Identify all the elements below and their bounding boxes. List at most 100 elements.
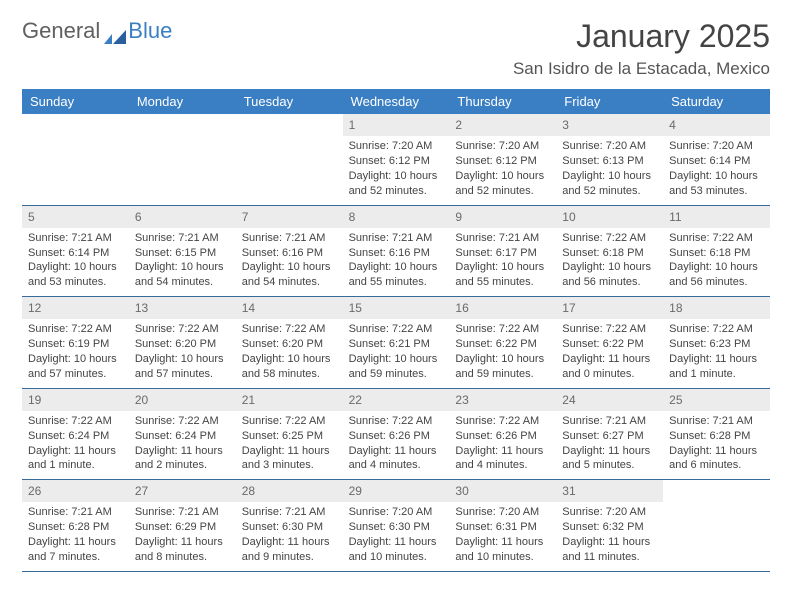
calendar-cell: 13Sunrise: 7:22 AMSunset: 6:20 PMDayligh… [129,297,236,388]
calendar-day-headers: SundayMondayTuesdayWednesdayThursdayFrid… [22,89,770,114]
daylight-text: Daylight: 10 hours [28,260,123,275]
sunrise-text: Sunrise: 7:22 AM [562,322,657,337]
sunrise-text: Sunrise: 7:22 AM [669,322,764,337]
daylight-text: and 8 minutes. [135,550,230,565]
sunrise-text: Sunrise: 7:22 AM [242,414,337,429]
calendar-week: 5Sunrise: 7:21 AMSunset: 6:14 PMDaylight… [22,206,770,298]
daylight-text: Daylight: 10 hours [349,260,444,275]
daylight-text: and 56 minutes. [562,275,657,290]
daylight-text: Daylight: 10 hours [455,352,550,367]
sunset-text: Sunset: 6:30 PM [349,520,444,535]
sunrise-text: Sunrise: 7:22 AM [455,322,550,337]
day-number: 24 [556,389,663,411]
daylight-text: and 0 minutes. [562,367,657,382]
sunrise-text: Sunrise: 7:20 AM [349,139,444,154]
daylight-text: and 59 minutes. [455,367,550,382]
daylight-text: Daylight: 11 hours [242,535,337,550]
sunrise-text: Sunrise: 7:22 AM [349,322,444,337]
calendar-cell-empty [236,114,343,205]
daylight-text: Daylight: 11 hours [135,444,230,459]
daylight-text: and 56 minutes. [669,275,764,290]
day-header: Monday [129,89,236,114]
sunset-text: Sunset: 6:16 PM [349,246,444,261]
sunset-text: Sunset: 6:26 PM [455,429,550,444]
sunrise-text: Sunrise: 7:21 AM [562,414,657,429]
calendar-body: 1Sunrise: 7:20 AMSunset: 6:12 PMDaylight… [22,114,770,572]
logo-text-general: General [22,18,100,44]
day-header: Sunday [22,89,129,114]
logo-mark-icon [104,24,126,38]
daylight-text: Daylight: 10 hours [669,260,764,275]
day-number: 30 [449,480,556,502]
day-number: 5 [22,206,129,228]
daylight-text: Daylight: 11 hours [562,444,657,459]
calendar-cell: 9Sunrise: 7:21 AMSunset: 6:17 PMDaylight… [449,206,556,297]
calendar-cell: 27Sunrise: 7:21 AMSunset: 6:29 PMDayligh… [129,480,236,571]
daylight-text: Daylight: 10 hours [349,352,444,367]
sunset-text: Sunset: 6:18 PM [562,246,657,261]
calendar-cell: 30Sunrise: 7:20 AMSunset: 6:31 PMDayligh… [449,480,556,571]
day-number: 18 [663,297,770,319]
day-header: Wednesday [343,89,450,114]
day-header: Thursday [449,89,556,114]
day-number: 3 [556,114,663,136]
sunset-text: Sunset: 6:26 PM [349,429,444,444]
sunrise-text: Sunrise: 7:20 AM [455,139,550,154]
day-number: 17 [556,297,663,319]
calendar-cell: 28Sunrise: 7:21 AMSunset: 6:30 PMDayligh… [236,480,343,571]
calendar-cell: 20Sunrise: 7:22 AMSunset: 6:24 PMDayligh… [129,389,236,480]
daylight-text: Daylight: 10 hours [242,260,337,275]
sunset-text: Sunset: 6:22 PM [562,337,657,352]
sunrise-text: Sunrise: 7:22 AM [455,414,550,429]
calendar: SundayMondayTuesdayWednesdayThursdayFrid… [22,89,770,572]
daylight-text: and 11 minutes. [562,550,657,565]
calendar-cell: 6Sunrise: 7:21 AMSunset: 6:15 PMDaylight… [129,206,236,297]
day-number: 13 [129,297,236,319]
sunrise-text: Sunrise: 7:21 AM [28,231,123,246]
sunrise-text: Sunrise: 7:20 AM [669,139,764,154]
daylight-text: and 59 minutes. [349,367,444,382]
daylight-text: Daylight: 10 hours [242,352,337,367]
daylight-text: Daylight: 11 hours [669,352,764,367]
sunset-text: Sunset: 6:23 PM [669,337,764,352]
daylight-text: Daylight: 11 hours [135,535,230,550]
daylight-text: Daylight: 11 hours [28,535,123,550]
title-block: January 2025 San Isidro de la Estacada, … [513,18,770,79]
calendar-cell: 29Sunrise: 7:20 AMSunset: 6:30 PMDayligh… [343,480,450,571]
sunset-text: Sunset: 6:28 PM [28,520,123,535]
daylight-text: and 55 minutes. [349,275,444,290]
calendar-week: 12Sunrise: 7:22 AMSunset: 6:19 PMDayligh… [22,297,770,389]
sunrise-text: Sunrise: 7:22 AM [669,231,764,246]
day-number: 20 [129,389,236,411]
sunset-text: Sunset: 6:12 PM [349,154,444,169]
sunset-text: Sunset: 6:16 PM [242,246,337,261]
daylight-text: Daylight: 10 hours [455,260,550,275]
day-number: 12 [22,297,129,319]
day-number: 25 [663,389,770,411]
daylight-text: Daylight: 11 hours [349,444,444,459]
calendar-week: 19Sunrise: 7:22 AMSunset: 6:24 PMDayligh… [22,389,770,481]
day-number: 15 [343,297,450,319]
sunrise-text: Sunrise: 7:22 AM [135,322,230,337]
calendar-cell: 23Sunrise: 7:22 AMSunset: 6:26 PMDayligh… [449,389,556,480]
daylight-text: and 10 minutes. [349,550,444,565]
daylight-text: and 57 minutes. [135,367,230,382]
sunrise-text: Sunrise: 7:21 AM [455,231,550,246]
daylight-text: and 7 minutes. [28,550,123,565]
calendar-cell: 21Sunrise: 7:22 AMSunset: 6:25 PMDayligh… [236,389,343,480]
daylight-text: and 10 minutes. [455,550,550,565]
daylight-text: Daylight: 10 hours [349,169,444,184]
calendar-cell: 31Sunrise: 7:20 AMSunset: 6:32 PMDayligh… [556,480,663,571]
daylight-text: Daylight: 11 hours [562,535,657,550]
daylight-text: and 52 minutes. [349,184,444,199]
calendar-cell-empty [22,114,129,205]
daylight-text: and 6 minutes. [669,458,764,473]
sunrise-text: Sunrise: 7:22 AM [562,231,657,246]
sunrise-text: Sunrise: 7:21 AM [349,231,444,246]
sunrise-text: Sunrise: 7:21 AM [669,414,764,429]
daylight-text: and 5 minutes. [562,458,657,473]
sunrise-text: Sunrise: 7:22 AM [28,322,123,337]
calendar-cell: 3Sunrise: 7:20 AMSunset: 6:13 PMDaylight… [556,114,663,205]
day-number: 21 [236,389,343,411]
calendar-cell-empty [663,480,770,571]
